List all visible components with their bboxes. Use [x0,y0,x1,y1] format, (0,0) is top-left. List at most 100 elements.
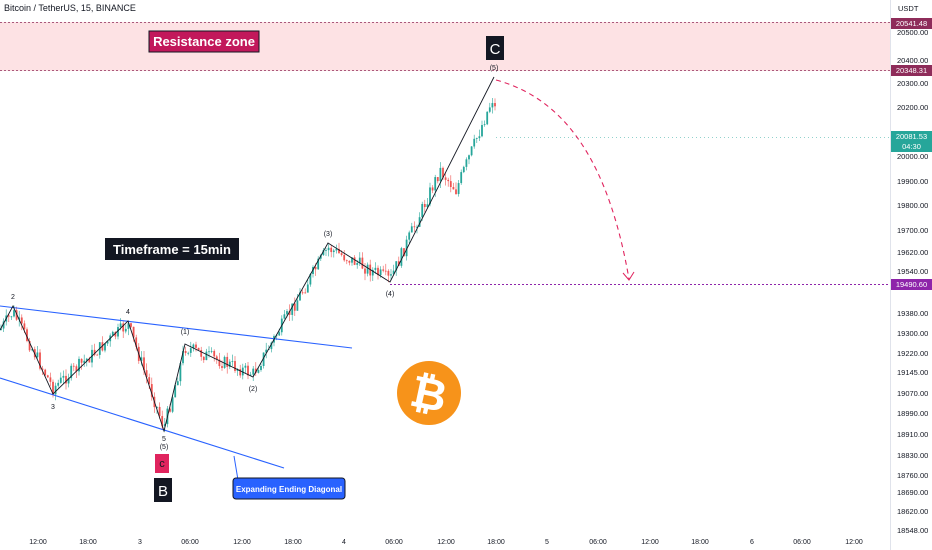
candle-body [366,264,369,274]
lower-trendline[interactable] [0,377,285,469]
candle-body [231,361,234,362]
time-axis[interactable]: 12:00 18:00 3 06:00 12:00 18:00 4 06:00 12:00 18:… [29,539,863,546]
candle-body [299,292,301,301]
candle-body [195,344,197,348]
candle-body [356,263,359,265]
candle-body [306,284,309,293]
candle-body [254,368,257,373]
candle-body [364,268,366,274]
candle-body [88,358,91,363]
time-tick-label: 6 [750,539,754,546]
label-c: c [159,458,165,470]
candle-body [392,270,395,275]
wave-labels: 2 3 4 5 (5) (1) (2) (3) (4) (5) [11,65,498,451]
candle-body [288,311,291,315]
candle-body [127,323,130,329]
candle-body [382,269,385,271]
candle-body [421,203,424,218]
candle-body [44,369,47,376]
candle-body [239,369,242,376]
candle-body [405,239,408,257]
price-tag-zone-bottom[interactable]: 20348.31 [891,65,932,76]
candle-body [413,226,416,228]
label-c-box[interactable] [155,454,169,473]
wave-label-5: 5 [162,436,166,443]
resistance-zone[interactable] [0,22,890,71]
price-tag-target[interactable]: 19490.60 [891,279,932,290]
candle-body [400,248,403,266]
candle-body [449,181,452,188]
candle-body [335,248,338,251]
timeframe-label-box[interactable] [105,238,239,260]
candle-body [470,146,473,156]
price-tag-last[interactable]: 20081.53 [891,131,932,142]
candle-body [140,357,143,361]
candle-body [345,260,348,262]
candle-body [494,103,496,107]
candle-body [96,354,99,356]
candle-body [210,350,213,352]
timeframe-label: Timeframe = 15min [113,242,231,257]
upper-trendline[interactable] [0,305,353,349]
price-tick-label: 19540.00 [897,267,928,276]
candle-body [270,342,273,350]
candle-body [478,136,481,139]
candle-body [39,352,41,369]
candle-body [72,365,75,367]
price-tag-zone-top[interactable]: 20541.48 [891,18,932,29]
candle-body [434,177,437,191]
time-tick-label: 12:00 [845,539,863,546]
candle-body [150,384,153,397]
candle-body [442,167,444,178]
candle-body [135,337,138,347]
price-tick-label: 19300.00 [897,329,928,338]
time-tick-label: 5 [545,539,549,546]
candle-body [452,187,455,190]
candle-body [208,351,210,353]
label-C-box[interactable] [486,36,504,60]
candle-body [410,226,413,233]
candle-body [332,250,335,253]
candle-body [444,177,447,180]
candle-body [473,138,476,147]
candle-body [192,344,195,349]
candle-body [176,381,179,386]
wave-label-5-paren: (5) [160,444,169,451]
candle-body [169,408,171,412]
callout-pointer [233,455,239,481]
price-tick-label: 20000.00 [897,152,928,161]
candle-body [75,366,78,372]
candle-body [327,247,330,251]
resistance-zone-label-box[interactable] [148,30,260,53]
candle-body [244,365,247,368]
candle-body [2,321,5,329]
candle-body [462,166,465,173]
candle-body [59,377,62,383]
wave-label-2-paren: (2) [249,386,258,393]
price-axis[interactable]: 20500.00 20400.00 20300.00 20200.00 20000.00… [890,0,929,550]
candle-body [46,375,49,378]
wave-path[interactable] [0,76,495,433]
candle-body [10,316,13,318]
price-tick-label: 19220.00 [897,349,928,358]
time-tick-label: 18:00 [284,539,302,546]
wave-label-3-paren: (3) [324,231,333,238]
symbol-title: Bitcoin / TetherUS, 15, BINANCE [4,3,136,13]
candle-body [143,357,145,371]
candle-body [221,366,223,368]
candle-body [223,356,226,368]
candle-body [57,382,60,386]
time-tick-label: 12:00 [437,539,455,546]
candle-body [431,187,434,191]
candle-body [278,332,281,336]
diagonal-callout-box[interactable] [232,477,346,500]
projection-curve[interactable] [495,79,630,280]
price-tick-label: 18620.00 [897,507,928,516]
candle-body [457,183,460,195]
candle-body [62,375,65,378]
candle-body [265,349,268,353]
candle-body [124,328,127,332]
label-B-box[interactable] [154,478,172,502]
time-tick-label: 06:00 [385,539,403,546]
